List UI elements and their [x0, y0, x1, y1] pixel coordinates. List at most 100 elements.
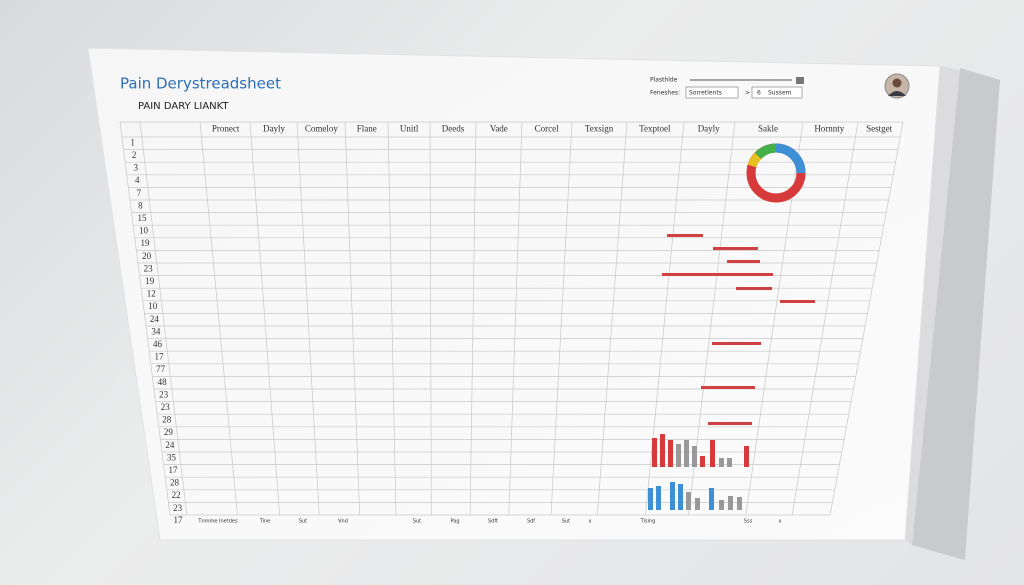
footer-label: Vnd [338, 519, 348, 525]
row-number: 22 [172, 490, 181, 500]
row-number: 17 [168, 465, 178, 475]
column-header: Dayly [263, 124, 285, 134]
sheet-title: Pain Derystreadsheet [120, 75, 281, 93]
mini-bar [727, 458, 732, 467]
column-line [645, 121, 685, 516]
footer-label: Tine [259, 519, 271, 525]
mini-bar [709, 488, 714, 510]
column-line [469, 121, 477, 516]
field-text: Sussem [768, 90, 792, 97]
mini-bar [652, 438, 657, 467]
column-line [550, 121, 573, 516]
mini-bar [692, 446, 697, 467]
control-label: Plasthlde [650, 77, 678, 84]
column-header: Comeloy [305, 124, 338, 134]
column-line [829, 121, 904, 516]
gantt-bar [780, 300, 815, 303]
arrow[interactable]: > [745, 90, 750, 97]
row-number: 35 [167, 452, 177, 462]
column-line [344, 121, 361, 516]
donut-slice [754, 143, 777, 160]
field[interactable] [751, 86, 803, 99]
mini-bar-chart [648, 482, 742, 510]
row-number: 28 [170, 478, 180, 488]
mini-bar [737, 497, 742, 510]
gantt-bar [701, 386, 755, 389]
footer-label: Sut [413, 519, 421, 525]
column-header: Pronect [212, 124, 240, 134]
footer-label: Tnmme Inetdes [197, 519, 238, 525]
column-header: Sakle [758, 124, 778, 134]
row-number: 19 [141, 238, 151, 248]
gantt-bars [662, 234, 815, 425]
column-line [296, 121, 320, 516]
column-line [597, 121, 628, 516]
mini-bar [744, 446, 749, 467]
mini-bar [695, 498, 700, 510]
row-number: 77 [156, 364, 166, 374]
column-header: Hornnty [814, 124, 844, 134]
mini-bar [700, 456, 705, 467]
mini-bar-chart [652, 434, 749, 467]
column-line [508, 121, 523, 516]
mini-bar [648, 488, 653, 510]
mini-bar [668, 440, 673, 467]
mini-bar [670, 482, 675, 510]
column-header: Sestget [866, 124, 892, 134]
row-number: 48 [158, 377, 168, 387]
mini-bar [656, 486, 661, 510]
footer-label: Tlsing [640, 519, 656, 525]
column-header: Deeds [442, 124, 465, 134]
column-header: Dayly [698, 124, 720, 134]
footer-label: Sut [562, 519, 570, 525]
donut [746, 143, 806, 203]
mini-bar [660, 434, 665, 467]
mini-bar [719, 500, 724, 510]
row-number: 34 [151, 326, 161, 336]
row-number: 3 [133, 163, 138, 173]
row-number: 17 [155, 352, 165, 362]
slider-handle[interactable] [796, 77, 804, 84]
board-edge [905, 66, 960, 545]
mini-bar [710, 440, 715, 467]
column-line [199, 121, 238, 516]
column-line [119, 121, 171, 516]
gantt-bar [667, 234, 703, 237]
footer-label: x [779, 519, 782, 525]
avatar-body [888, 91, 906, 96]
gantt-bar [708, 422, 752, 425]
gantt-bar [736, 287, 772, 290]
row-number: 4 [135, 175, 140, 185]
column-line [387, 121, 397, 516]
column-header: Unitl [400, 124, 419, 134]
column-header: Vade [490, 124, 508, 134]
mini-bar [728, 496, 733, 510]
footer-label: Sdf [527, 519, 535, 525]
field[interactable] [685, 86, 739, 99]
gantt-bar [662, 273, 773, 276]
row-number: 23 [144, 263, 154, 273]
avatar-head [892, 78, 902, 88]
mini-bar [686, 492, 691, 510]
row-number: 7 [137, 188, 142, 198]
row-number: 24 [165, 440, 175, 450]
row-number: 23 [159, 389, 169, 399]
mini-bar [684, 440, 689, 467]
row-number: 29 [164, 427, 174, 437]
footer-label: Pag [450, 519, 459, 525]
board [87, 47, 941, 541]
row-number: 23 [173, 503, 183, 513]
row-number: 2 [132, 150, 137, 160]
row-number: 1 [130, 137, 135, 147]
column-line [249, 121, 280, 516]
mini-bar [678, 484, 683, 510]
footer-label: x [589, 519, 592, 525]
column-line [429, 121, 432, 516]
control-label: Feneshes: [650, 90, 680, 97]
board-shadow [912, 68, 1000, 560]
row-number: 10 [148, 301, 158, 311]
column-header: Texsign [585, 124, 614, 134]
gantt-bar [727, 260, 760, 263]
row-number: 24 [150, 314, 160, 324]
